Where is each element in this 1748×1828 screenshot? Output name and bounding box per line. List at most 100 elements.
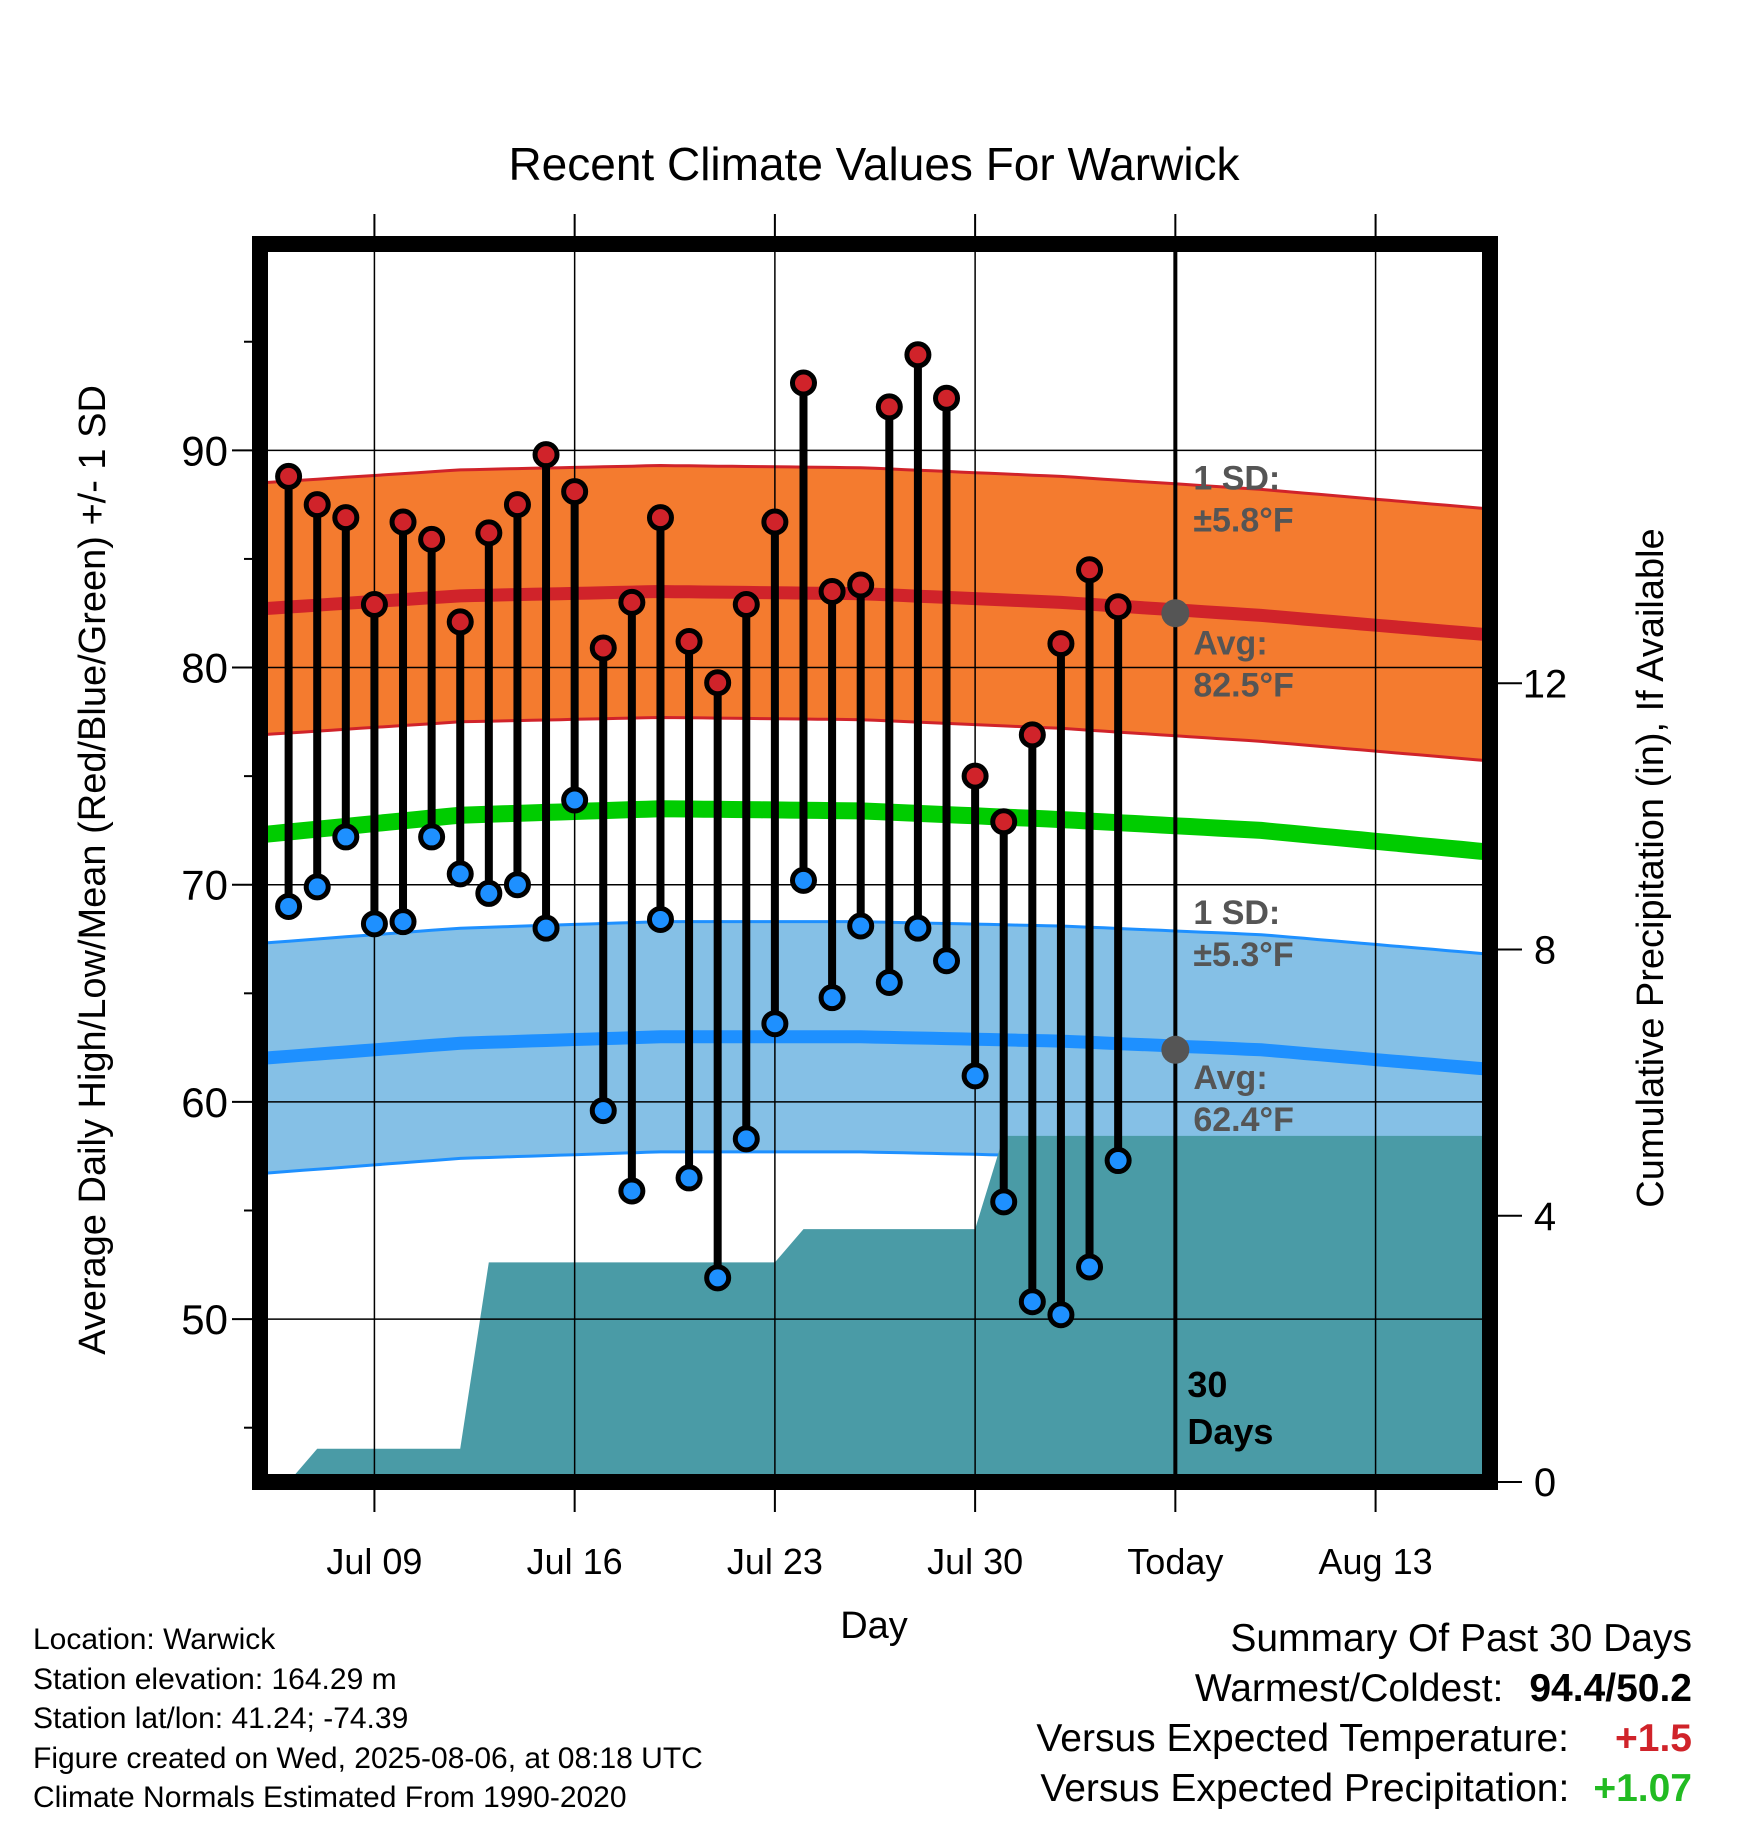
daily-high-point bbox=[532, 441, 560, 469]
daily-high-point bbox=[646, 504, 674, 532]
daily-high-point bbox=[1047, 630, 1075, 658]
daily-low-point bbox=[589, 1097, 617, 1125]
y-tick-label: 70 bbox=[181, 862, 228, 909]
daily-high-point bbox=[704, 669, 732, 697]
daily-low-point bbox=[360, 910, 388, 938]
low-avg-label: Avg: bbox=[1193, 1059, 1267, 1097]
plot-frame bbox=[252, 236, 1498, 1490]
daily-high-point bbox=[1018, 721, 1046, 749]
daily-high-point bbox=[1104, 593, 1132, 621]
daily-high-point bbox=[332, 504, 360, 532]
chart-title: Recent Climate Values For Warwick bbox=[508, 138, 1240, 190]
summary-title: Summary Of Past 30 Days bbox=[1230, 1617, 1692, 1660]
daily-low-point bbox=[275, 892, 303, 920]
daily-low-point bbox=[561, 786, 589, 814]
daily-high-point bbox=[761, 508, 789, 536]
x-tick-label: Jul 16 bbox=[527, 1541, 623, 1582]
normals-text: Climate Normals Estimated From 1990-2020 bbox=[33, 1781, 627, 1814]
daily-low-point bbox=[961, 1062, 989, 1090]
created-text: Figure created on Wed, 2025-08-06, at 08… bbox=[33, 1741, 703, 1775]
daily-low-point bbox=[389, 908, 417, 936]
summary-precipitation: Versus Expected Precipitation: +1.07 bbox=[1036, 1764, 1692, 1814]
today-high-normal-marker bbox=[1161, 599, 1190, 628]
x-tick-label: Jul 30 bbox=[927, 1541, 1023, 1582]
elevation-text: Station elevation: 164.29 m bbox=[33, 1662, 397, 1696]
daily-high-point bbox=[818, 578, 846, 606]
today-low-normal-marker bbox=[1161, 1035, 1190, 1064]
today-window-number: 30 bbox=[1187, 1364, 1227, 1405]
y2-tick-label: 4 bbox=[1534, 1195, 1556, 1239]
high-avg-value: 82.5°F bbox=[1193, 666, 1294, 704]
daily-high-point bbox=[561, 478, 589, 506]
low-sd-value: ±5.3°F bbox=[1193, 936, 1293, 974]
low-normal-avg-line bbox=[260, 1030, 1490, 1076]
daily-high-point bbox=[618, 588, 646, 616]
daily-high-point bbox=[875, 393, 903, 421]
high-avg-label: Avg: bbox=[1193, 624, 1267, 662]
y-axis-label: Average Daily High/Low/Mean (Red/Blue/Gr… bbox=[72, 385, 114, 1355]
daily-high-point bbox=[789, 369, 817, 397]
daily-low-point bbox=[532, 914, 560, 942]
x-tick-label: Aug 13 bbox=[1319, 1541, 1433, 1582]
daily-low-point bbox=[847, 912, 875, 940]
daily-high-point bbox=[904, 341, 932, 369]
station-info: Location: Warwick Station elevation: 164… bbox=[33, 1620, 703, 1818]
high-normal-band bbox=[260, 465, 1490, 761]
daily-high-point bbox=[418, 525, 446, 553]
daily-low-point bbox=[332, 823, 360, 851]
x-tick-label: Jul 09 bbox=[326, 1541, 422, 1582]
daily-low-point bbox=[1076, 1253, 1104, 1281]
daily-high-point bbox=[589, 634, 617, 662]
y2-tick-label: 12 bbox=[1523, 662, 1568, 706]
x-tick-label: Jul 23 bbox=[727, 1541, 823, 1582]
summary-panel: Summary Of Past 30 Days Warmest/Coldest:… bbox=[1036, 1614, 1692, 1814]
precipitation-area bbox=[288, 1135, 1490, 1482]
x-axis-label: Day bbox=[840, 1605, 908, 1647]
daily-low-point bbox=[789, 866, 817, 894]
daily-low-point bbox=[646, 905, 674, 933]
daily-high-point bbox=[847, 571, 875, 599]
daily-low-point bbox=[303, 873, 331, 901]
daily-high-point bbox=[275, 462, 303, 490]
daily-high-point bbox=[933, 384, 961, 412]
plot-area bbox=[260, 244, 1490, 1482]
daily-high-point bbox=[303, 491, 331, 519]
daily-low-point bbox=[904, 914, 932, 942]
high-normal-lower-sd-line bbox=[260, 715, 1490, 763]
temp-label: Versus Expected Temperature: bbox=[1036, 1717, 1569, 1760]
daily-low-point bbox=[704, 1264, 732, 1292]
y2-tick-label: 0 bbox=[1534, 1461, 1556, 1505]
low-avg-value: 62.4°F bbox=[1193, 1101, 1294, 1139]
daily-low-point bbox=[475, 879, 503, 907]
y-tick-label: 80 bbox=[181, 645, 228, 692]
daily-low-point bbox=[818, 984, 846, 1012]
daily-high-point bbox=[990, 808, 1018, 836]
daily-low-point bbox=[990, 1188, 1018, 1216]
daily-high-point bbox=[360, 591, 388, 619]
low-normal-upper-sd-line bbox=[260, 920, 1490, 956]
summary-warm-cold: Warmest/Coldest: 94.4/50.2 bbox=[1036, 1664, 1692, 1714]
daily-low-point bbox=[618, 1177, 646, 1205]
location-text: Location: Warwick bbox=[33, 1623, 276, 1656]
daily-low-point bbox=[1047, 1301, 1075, 1329]
y2-tick-label: 8 bbox=[1534, 929, 1556, 973]
daily-low-point bbox=[1018, 1288, 1046, 1316]
low-normal-band bbox=[260, 921, 1490, 1185]
precip-value: +1.07 bbox=[1593, 1767, 1692, 1810]
daily-low-point bbox=[675, 1164, 703, 1192]
y-tick-label: 50 bbox=[181, 1296, 228, 1343]
low-sd-label: 1 SD: bbox=[1193, 894, 1280, 932]
daily-low-point bbox=[761, 1010, 789, 1038]
summary-temperature: Versus Expected Temperature: +1.5 bbox=[1036, 1714, 1692, 1764]
today-window-unit: Days bbox=[1187, 1411, 1273, 1452]
daily-low-point bbox=[418, 823, 446, 851]
warm-cold-label: Warmest/Coldest: bbox=[1194, 1667, 1504, 1710]
daily-high-point bbox=[389, 508, 417, 536]
daily-low-point bbox=[1104, 1147, 1132, 1175]
mean-normal-line bbox=[260, 800, 1490, 861]
daily-high-point bbox=[675, 627, 703, 655]
daily-low-point bbox=[875, 968, 903, 996]
high-sd-label: 1 SD: bbox=[1193, 459, 1280, 497]
warm-cold-value: 94.4/50.2 bbox=[1529, 1667, 1692, 1710]
daily-high-point bbox=[732, 591, 760, 619]
